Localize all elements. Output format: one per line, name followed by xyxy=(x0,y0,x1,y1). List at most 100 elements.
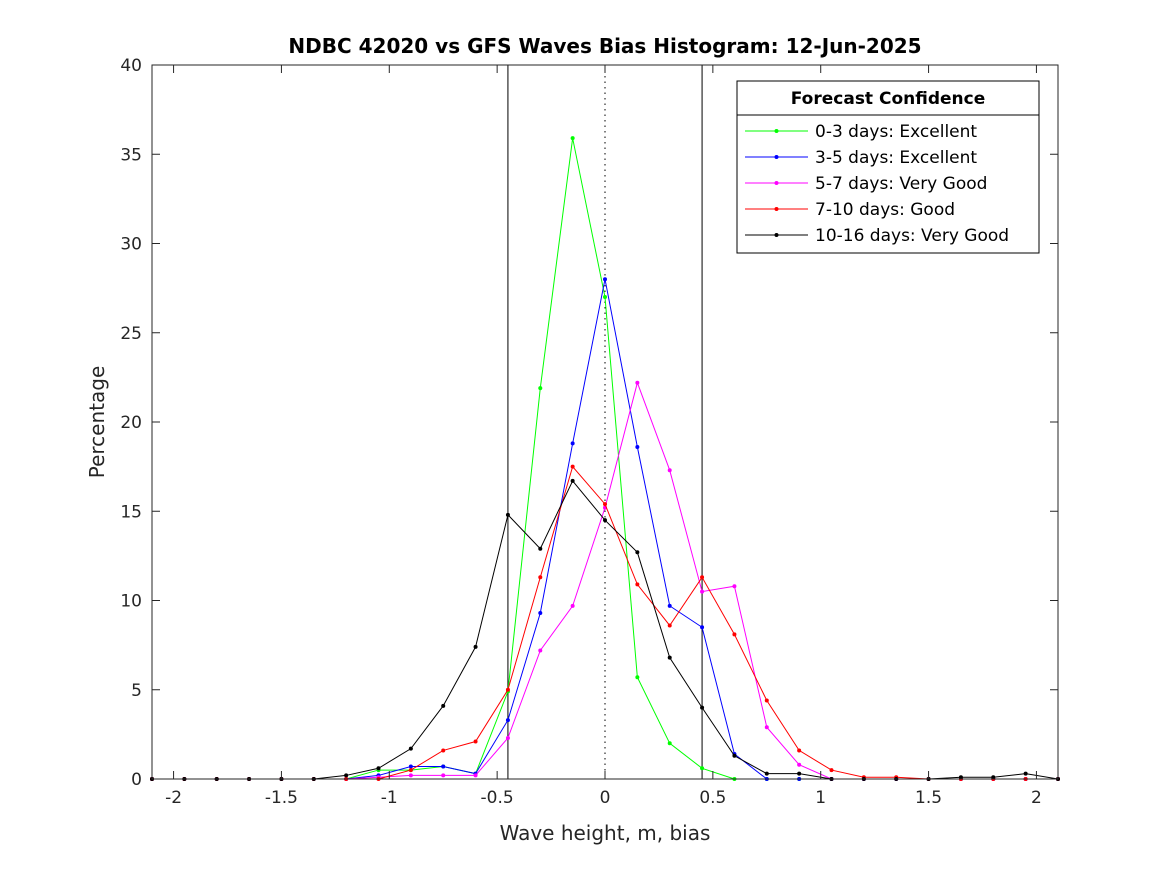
data-point xyxy=(732,632,737,637)
data-point xyxy=(700,589,705,594)
data-point xyxy=(570,136,575,141)
data-point xyxy=(408,768,413,773)
data-point xyxy=(344,773,349,778)
data-point xyxy=(603,502,607,507)
data-point xyxy=(538,575,543,580)
y-tick-label: 30 xyxy=(120,235,142,255)
data-point xyxy=(958,775,963,780)
data-point xyxy=(764,698,769,703)
data-point xyxy=(1023,771,1028,776)
data-point xyxy=(570,603,575,608)
data-point xyxy=(408,764,413,769)
data-point xyxy=(441,764,446,769)
data-point xyxy=(764,771,769,776)
data-point xyxy=(603,277,607,282)
y-tick-label: 0 xyxy=(131,770,142,790)
chart-title: NDBC 42020 vs GFS Waves Bias Histogram: … xyxy=(288,34,921,58)
data-point xyxy=(473,644,478,649)
y-tick-label: 15 xyxy=(120,502,142,522)
data-point xyxy=(473,773,478,778)
data-point xyxy=(829,768,834,773)
data-point xyxy=(797,748,802,753)
x-axis-label: Wave height, m, bias xyxy=(500,821,711,845)
x-tick-label: -1 xyxy=(381,788,398,808)
data-point xyxy=(797,771,802,776)
y-tick-label: 10 xyxy=(120,592,142,612)
data-point xyxy=(700,766,705,771)
data-point xyxy=(538,610,543,615)
data-point xyxy=(667,468,672,473)
x-tick-label: 1 xyxy=(815,788,826,808)
y-tick-label: 35 xyxy=(120,145,142,165)
data-point xyxy=(538,386,543,391)
data-point xyxy=(991,775,996,780)
data-point xyxy=(700,625,705,630)
data-point xyxy=(473,739,478,744)
legend-label: 10-16 days: Very Good xyxy=(815,226,1009,246)
legend-title: Forecast Confidence xyxy=(791,89,986,109)
legend-items: 0-3 days: Excellent 3-5 days: Excellent 5-… xyxy=(745,122,1009,246)
legend-title-box xyxy=(736,80,1040,116)
data-point xyxy=(635,582,640,587)
legend-item-0: 0-3 days: Excellent xyxy=(745,122,977,142)
data-point xyxy=(505,718,510,723)
data-point xyxy=(505,512,510,517)
data-point xyxy=(408,746,413,751)
data-point xyxy=(732,753,737,758)
x-tick-label: 0.5 xyxy=(699,788,726,808)
legend-swatch-marker xyxy=(774,207,779,211)
data-point xyxy=(635,675,640,680)
data-point xyxy=(667,655,672,660)
data-point xyxy=(603,295,607,300)
data-point xyxy=(408,773,413,778)
legend-swatch-marker xyxy=(774,129,779,133)
x-tick-label: -2 xyxy=(165,788,182,808)
data-point xyxy=(732,584,737,589)
legend: Forecast Confidence 0-3 days: Excellent 3… xyxy=(736,80,1040,254)
data-point xyxy=(538,648,543,653)
data-point xyxy=(570,478,575,483)
data-point xyxy=(441,748,446,753)
legend-swatch-marker xyxy=(774,155,779,159)
data-point xyxy=(635,380,640,385)
y-tick-label: 5 xyxy=(131,681,142,701)
data-point xyxy=(635,550,640,555)
data-point xyxy=(797,762,802,767)
data-point xyxy=(570,464,575,469)
x-tick-label: 0 xyxy=(600,788,611,808)
data-point xyxy=(538,546,543,551)
y-tick-label: 40 xyxy=(120,56,142,76)
legend-label: 7-10 days: Good xyxy=(815,200,955,220)
y-axis-label: Percentage xyxy=(85,366,109,479)
x-tick-label: -1.5 xyxy=(265,788,298,808)
data-point xyxy=(667,603,672,608)
x-tick-label: 2 xyxy=(1031,788,1042,808)
legend-swatch-marker xyxy=(774,181,779,185)
legend-swatch-marker xyxy=(774,233,779,237)
x-tick-label: 1.5 xyxy=(915,788,942,808)
data-point xyxy=(376,766,381,771)
data-point xyxy=(635,444,640,449)
y-tick-label: 20 xyxy=(120,413,142,433)
data-point xyxy=(764,725,769,730)
data-point xyxy=(700,575,705,580)
reference-lines xyxy=(507,65,703,779)
legend-box xyxy=(736,114,1040,254)
data-point xyxy=(700,705,705,710)
data-point xyxy=(570,441,575,446)
legend-label: 3-5 days: Excellent xyxy=(815,148,977,168)
legend-item-1: 3-5 days: Excellent xyxy=(745,148,977,168)
y-tick-label: 25 xyxy=(120,324,142,344)
legend-item-3: 7-10 days: Good xyxy=(745,200,955,220)
x-tick-label: -0.5 xyxy=(481,788,514,808)
legend-item-2: 5-7 days: Very Good xyxy=(745,174,987,194)
legend-item-4: 10-16 days: Very Good xyxy=(745,226,1009,246)
data-point xyxy=(505,687,510,692)
data-point xyxy=(667,623,672,628)
data-point xyxy=(441,703,446,708)
data-point xyxy=(441,773,446,778)
data-point xyxy=(667,741,672,746)
